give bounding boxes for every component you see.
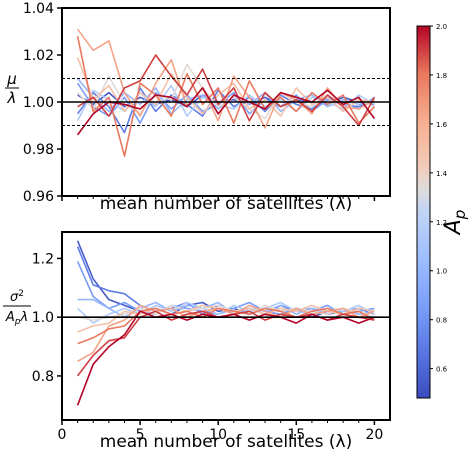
colorbar-tick-label: 0.6 [436, 366, 448, 374]
bottom-plot-frame [61, 231, 391, 421]
top-axes: 0.96 0.98 1.00 1.02 1.04 [23, 1, 376, 205]
colorbar-label-sub: p [451, 210, 469, 221]
bottom-ylabel-denominator: Apλ [5, 310, 28, 327]
bottom-ylabel-subscript: p [14, 317, 21, 327]
bottom-y-tick-label: 1.0 [32, 310, 54, 326]
colorbar-tick-label: 1.2 [436, 219, 447, 227]
colorbar: 0.6 0.8 1.0 1.2 1.4 1.6 1.8 2.0 Ap [416, 23, 469, 399]
colorbar-label-main: A [441, 219, 466, 236]
colorbar-label: Ap [441, 210, 469, 237]
bottom-x-tick-label: 20 [365, 427, 383, 443]
bottom-panel: 0.8 1.0 1.2 0 5 10 15 20 mean number of satelli… [3, 231, 391, 452]
bottom-series-group [76, 240, 375, 406]
top-ylabel-denominator: λ [7, 89, 17, 107]
bottom-series-line-10 [76, 310, 375, 406]
bottom-axes: 0.8 1.0 1.2 0 5 10 15 20 [32, 251, 384, 443]
bottom-series-line-2 [76, 261, 375, 316]
bottom-x-tick-label: 5 [136, 427, 145, 443]
top-y-tick-label: 0.96 [23, 189, 54, 205]
colorbar-tick-label: 0.8 [436, 317, 447, 325]
bottom-y-axis-label: σ2 Apλ [3, 289, 31, 327]
bottom-series-line-0 [76, 240, 375, 319]
bottom-series-line-5 [77, 304, 375, 321]
colorbar-tick-label: 1.0 [436, 268, 447, 276]
top-y-tick-label: 0.98 [23, 142, 54, 158]
bottom-x-tick-label: 0 [58, 427, 67, 443]
top-y-tick-label: 1.04 [23, 1, 54, 17]
top-y-tick-label: 1.00 [23, 95, 54, 111]
colorbar-tick-label: 2.0 [436, 23, 447, 31]
top-x-axis-label: mean number of satellites (λ) [100, 194, 352, 214]
bottom-series-line-8 [77, 307, 375, 345]
colorbar-tick-label: 1.8 [436, 72, 447, 80]
bottom-y-tick-label: 0.8 [32, 369, 54, 385]
bottom-ylabel-a: A [5, 310, 15, 325]
bottom-ylabel-sigma: σ [10, 290, 19, 305]
top-ylabel-numerator: μ [6, 70, 17, 88]
bottom-x-tick-label: 10 [209, 427, 227, 443]
bottom-ylabel-lambda: λ [19, 310, 28, 325]
bottom-x-axis-label: mean number of satellites (λ) [100, 432, 352, 452]
top-series-line-10 [76, 87, 376, 136]
top-series-group [76, 28, 376, 157]
top-y-tick-label: 1.02 [23, 48, 54, 64]
top-panel: 0.96 0.98 1.00 1.02 1.04 mean number of sate… [5, 1, 391, 214]
bottom-ylabel-superscript: 2 [18, 289, 24, 299]
colorbar-tick-label: 1.4 [436, 170, 448, 178]
colorbar-tick-label: 1.6 [436, 121, 448, 129]
top-y-axis-label: μ λ [5, 70, 19, 107]
bottom-y-tick-label: 1.2 [32, 251, 54, 267]
colorbar-ticks: 0.6 0.8 1.0 1.2 1.4 1.6 1.8 2.0 [430, 23, 448, 374]
top-reference-lines [62, 78, 390, 126]
colorbar-gradient [416, 25, 431, 399]
bottom-ylabel-numerator: σ2 [10, 289, 24, 305]
bottom-x-tick-label: 15 [287, 427, 305, 443]
top-series-line-9 [77, 54, 376, 127]
